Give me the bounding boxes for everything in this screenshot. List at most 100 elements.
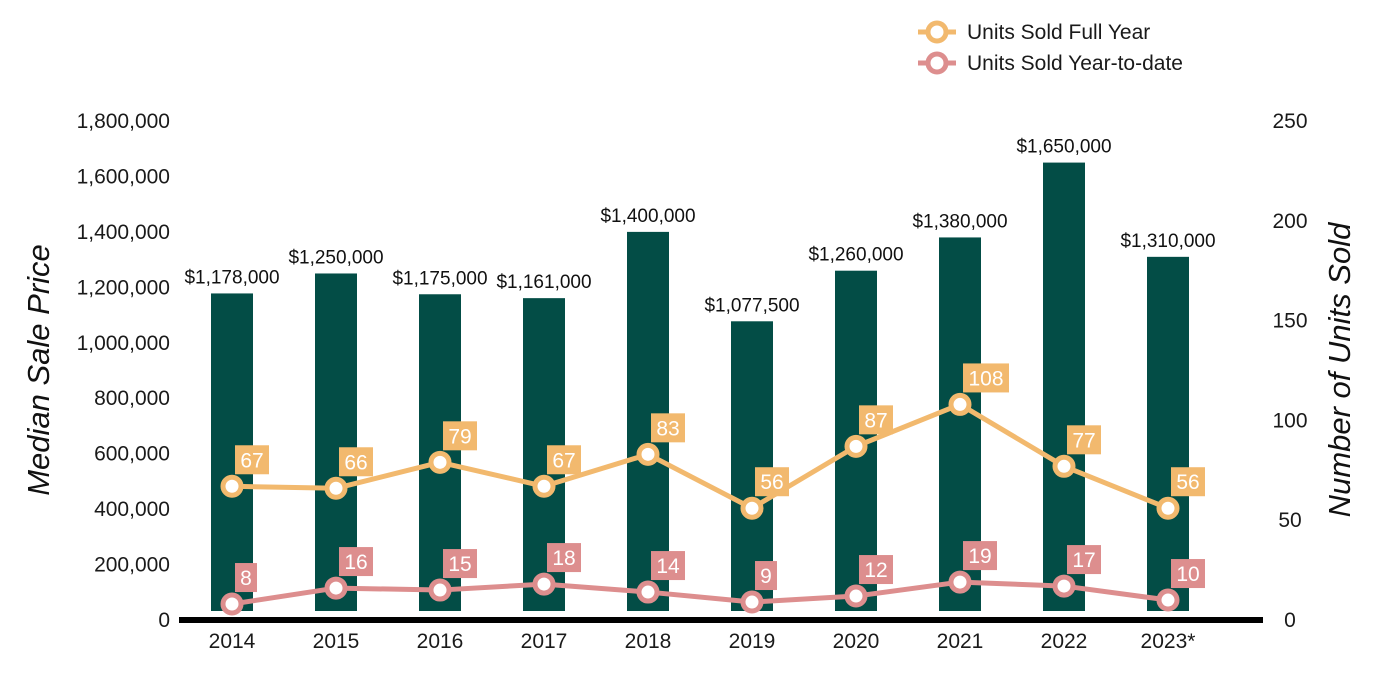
data-label: 15 (448, 553, 471, 576)
y-tick-label: 1,800,000 (77, 110, 170, 133)
x-tick-label: 2021 (937, 630, 984, 653)
series-line (231, 579, 1169, 607)
y2-tick-label: 250 (1272, 110, 1307, 133)
data-point (532, 572, 556, 596)
legend-marker (925, 51, 949, 75)
data-label-box (755, 561, 777, 591)
data-label: 10 (1176, 563, 1199, 586)
series-units-sold-full-year: 67 66 79 67 83 56 87 108 77 56 (220, 363, 1205, 520)
x-tick-label: 2015 (313, 630, 360, 653)
data-label-box (1171, 467, 1205, 497)
legend-label: Units Sold Year-to-date (967, 52, 1183, 75)
bar (1147, 256, 1189, 611)
data-label-box (339, 547, 373, 577)
data-label: 16 (344, 551, 367, 574)
data-point (636, 442, 660, 466)
data-label: 56 (760, 471, 783, 494)
data-point (844, 584, 868, 608)
legend-label: Units Sold Full Year (967, 21, 1150, 44)
data-label-box (651, 413, 685, 443)
bar-value-label: $1,175,000 (392, 268, 487, 289)
data-point (636, 580, 660, 604)
bar-value-label: $1,380,000 (912, 211, 1007, 232)
data-label-box (547, 445, 581, 475)
y-axis-right: 0 50 100 150 200 250 (1272, 110, 1307, 632)
data-label: 9 (760, 565, 772, 588)
legend: Units Sold Full Year Units Sold Year-to-d… (918, 20, 1183, 75)
data-point (740, 496, 764, 520)
y2-tick-label: 200 (1272, 210, 1307, 233)
data-label-box (235, 445, 269, 475)
y-tick-label: 1,400,000 (77, 221, 170, 244)
y-tick-label: 1,200,000 (77, 276, 170, 299)
data-point (220, 592, 244, 616)
y-tick-label: 800,000 (94, 387, 170, 410)
bar-value-label: $1,400,000 (600, 206, 695, 227)
y-tick-label: 400,000 (94, 498, 170, 521)
data-point (532, 474, 556, 498)
bar-value-label: $1,161,000 (496, 272, 591, 293)
data-point (324, 476, 348, 500)
data-label: 8 (240, 567, 252, 590)
data-label-box (1067, 425, 1101, 455)
x-tick-label: 2017 (521, 630, 568, 653)
data-label: 83 (656, 417, 679, 440)
y2-axis-title: Number of Units Sold (1322, 221, 1357, 517)
x-tick-label: 2022 (1041, 630, 1088, 653)
data-label-box (859, 555, 893, 585)
y-tick-label: 600,000 (94, 443, 170, 466)
y-tick-label: 1,600,000 (77, 165, 170, 188)
data-label-box (651, 551, 685, 581)
data-label: 19 (968, 545, 991, 568)
x-tick-label: 2018 (625, 630, 672, 653)
data-label-box (339, 447, 373, 477)
data-point (1052, 574, 1076, 598)
data-label: 14 (656, 555, 680, 578)
data-label-box (755, 467, 789, 497)
data-point (948, 570, 972, 594)
line-series: 67 66 79 67 83 56 87 108 77 56 8 16 15 18 14 9 12 19 17 10 (220, 363, 1205, 616)
data-point (428, 450, 452, 474)
data-label: 67 (240, 449, 263, 472)
bar-value-label: $1,310,000 (1120, 231, 1215, 252)
data-label: 67 (552, 449, 575, 472)
y2-tick-label: 50 (1278, 509, 1301, 532)
x-tick-label: 2020 (833, 630, 880, 653)
data-label: 18 (552, 547, 575, 570)
y2-tick-label: 150 (1272, 310, 1307, 333)
data-label-box (443, 421, 477, 451)
data-label: 77 (1072, 429, 1095, 452)
y-axis-title: Median Sale Price (21, 244, 56, 496)
bar (1043, 162, 1085, 612)
bar-value-label: $1,260,000 (808, 245, 903, 266)
y-tick-label: 0 (158, 609, 170, 632)
x-axis: 2014 2015 2016 2017 2018 2019 2020 2021 2022 2023… (209, 630, 1196, 653)
data-label-box (963, 363, 1009, 393)
data-label-box (963, 541, 997, 571)
data-label: 12 (864, 559, 887, 582)
y-tick-label: 200,000 (94, 554, 170, 577)
data-point (844, 434, 868, 458)
y-tick-label: 1,000,000 (77, 332, 170, 355)
data-point (1052, 454, 1076, 478)
series-line (231, 401, 1169, 511)
data-point (1156, 496, 1180, 520)
x-tick-label: 2023* (1141, 630, 1196, 653)
legend-marker (925, 20, 949, 44)
bar-value-label: $1,650,000 (1016, 137, 1111, 158)
data-label-box (443, 549, 477, 579)
x-tick-label: 2016 (417, 630, 464, 653)
data-label-box (547, 543, 581, 573)
data-point (948, 392, 972, 416)
data-label: 79 (448, 425, 471, 448)
data-label: 87 (864, 409, 887, 432)
data-point (1156, 588, 1180, 612)
y2-tick-label: 100 (1272, 409, 1307, 432)
data-point (740, 590, 764, 614)
data-point (428, 578, 452, 602)
x-tick-label: 2019 (729, 630, 776, 653)
y2-tick-label: 0 (1284, 609, 1296, 632)
data-label: 66 (344, 451, 367, 474)
data-label-box (235, 563, 257, 593)
